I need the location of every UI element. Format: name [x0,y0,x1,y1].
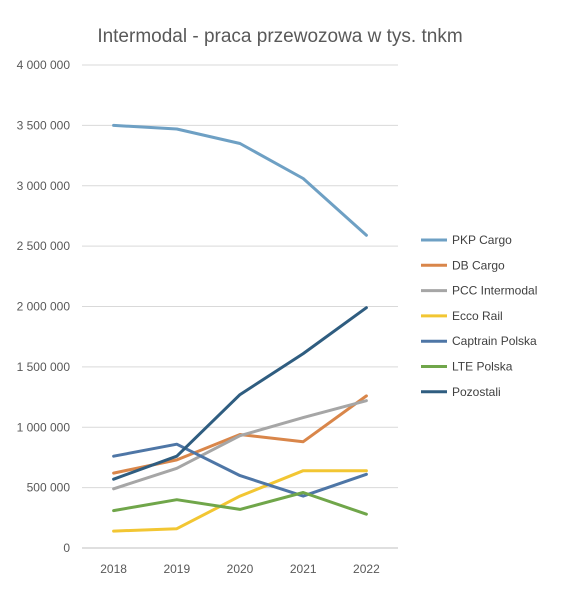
series-line-pkp-cargo [112,123,368,237]
legend-label: LTE Polska [452,360,513,374]
series-lines [112,123,368,533]
y-tick-label: 2 500 000 [17,239,71,253]
series-line-ecco-rail [112,469,368,533]
x-axis: 2018 2019 2020 2021 2022 [82,547,398,576]
chart-title: Intermodal - praca przewozowa w tys. tnk… [97,26,462,47]
legend-label: Captrain Polska [452,334,537,348]
legend-item-lte-polska: LTE Polska [421,360,513,374]
y-tick-label: 0 [63,541,70,555]
legend-item-db-cargo: DB Cargo [421,258,505,272]
legend-label: DB Cargo [452,258,505,272]
y-tick-label: 3 000 000 [17,179,71,193]
y-tick-label: 500 000 [27,481,71,495]
y-tick-label: 1 500 000 [17,360,71,374]
legend-item-pkp-cargo: PKP Cargo [421,233,512,247]
legend-label: PCC Intermodal [452,284,537,298]
legend-item-ecco-rail: Ecco Rail [421,309,503,323]
legend-item-captrain-polska: Captrain Polska [421,334,537,348]
legend-item-pozostali: Pozostali [421,385,501,399]
x-tick-label: 2019 [163,562,190,576]
x-tick-label: 2018 [100,562,127,576]
y-axis: 0 500 000 1 000 000 1 500 000 2 000 000 2 500… [17,58,71,555]
legend: PKP Cargo DB Cargo PCC Intermodal Ecco Rail… [421,233,537,399]
y-tick-label: 3 500 000 [17,118,71,132]
y-tick-label: 2 000 000 [17,300,71,314]
legend-item-pcc-intermodal: PCC Intermodal [421,284,537,298]
y-tick-label: 1 000 000 [17,420,71,434]
x-tick-label: 2020 [227,562,254,576]
legend-label: Pozostali [452,385,501,399]
x-tick-label: 2022 [353,562,380,576]
series-line-pcc-intermodal [112,399,368,491]
series-line-pozostali [112,306,368,481]
y-tick-label: 4 000 000 [17,58,71,72]
x-tick-label: 2021 [290,562,317,576]
legend-label: PKP Cargo [452,233,512,247]
series-line-captrain-polska [112,442,368,498]
legend-label: Ecco Rail [452,309,503,323]
gridlines [82,64,398,489]
series-line-lte-polska [112,491,368,516]
